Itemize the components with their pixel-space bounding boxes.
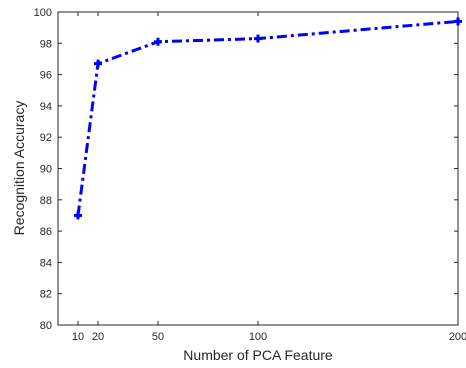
data-point-marker: [154, 37, 162, 46]
data-point-marker: [454, 17, 462, 26]
y-tick-label: 90: [40, 164, 52, 176]
data-point-marker: [254, 34, 262, 43]
y-tick-label: 100: [34, 7, 52, 19]
y-axis: 80 82 84 86 88 90 92 94 96 98 100: [34, 7, 458, 332]
y-tick-label: 92: [40, 132, 52, 144]
series-group: [74, 17, 462, 220]
x-tick-label: 100: [249, 331, 267, 343]
y-tick-label: 82: [40, 289, 52, 301]
x-axis-label: Number of PCA Feature: [183, 347, 333, 363]
x-tick-label: 10: [72, 331, 84, 343]
x-tick-label: 20: [92, 331, 104, 343]
data-point-marker: [74, 211, 82, 220]
y-tick-label: 80: [40, 320, 52, 332]
x-tick-label: 200: [449, 331, 466, 343]
y-axis-label: Recognition Accuracy: [11, 101, 27, 236]
y-tick-label: 88: [40, 195, 52, 207]
x-tick-label: 50: [152, 331, 164, 343]
data-point-marker: [94, 59, 102, 68]
x-axis: 10 20 50 100 200: [72, 12, 466, 343]
y-tick-label: 98: [40, 38, 52, 50]
plot-area: [57, 11, 459, 326]
y-tick-label: 96: [40, 70, 52, 82]
y-tick-label: 86: [40, 226, 52, 238]
y-tick-label: 84: [40, 257, 52, 269]
y-tick-label: 94: [40, 101, 52, 113]
